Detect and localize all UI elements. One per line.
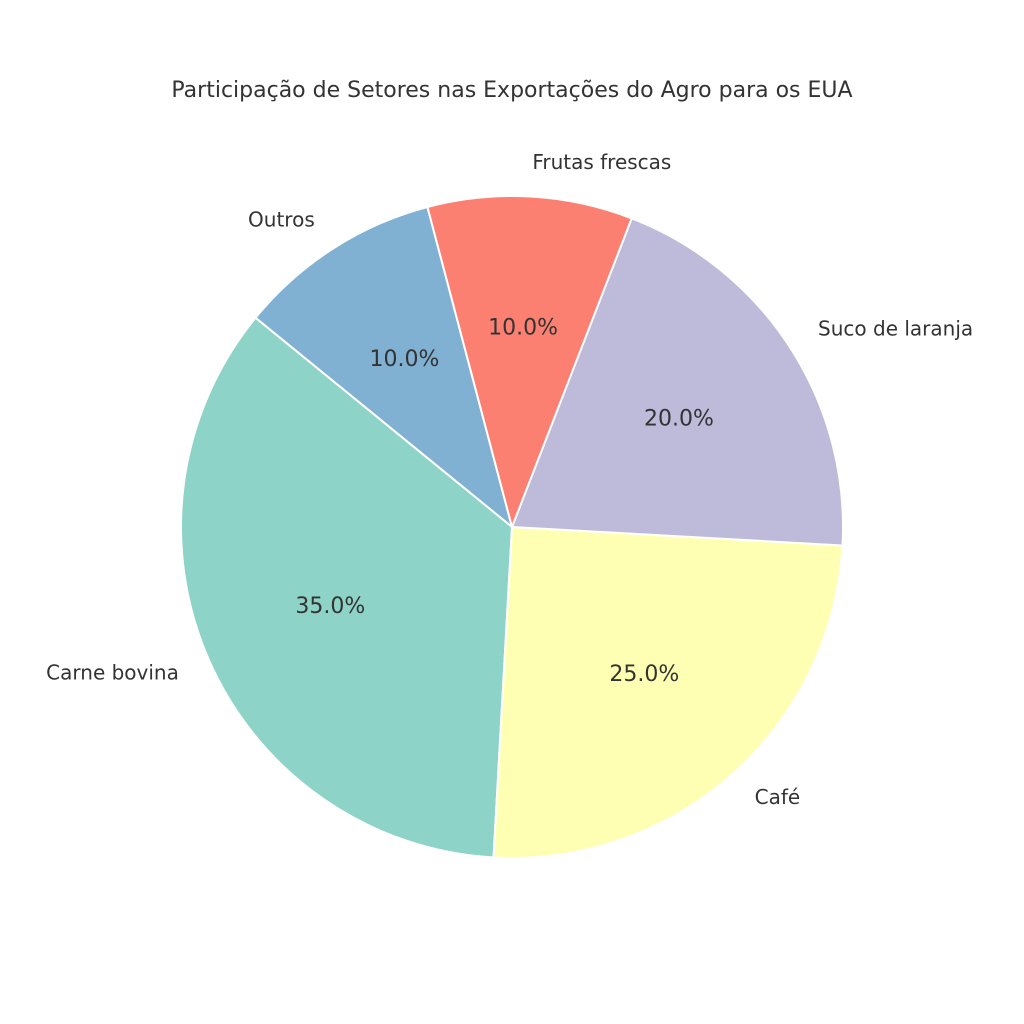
- slice-label-2: Café: [755, 785, 801, 809]
- slice-percent-4: 10.0%: [488, 316, 558, 341]
- slice-percent-3: 20.0%: [644, 406, 714, 431]
- pie-slice-3: [510, 217, 844, 547]
- slice-percent-0: 10.0%: [369, 347, 439, 372]
- slice-label-1: Carne bovina: [46, 660, 179, 684]
- pie-slice-2: [492, 525, 844, 859]
- chart-title: Participação de Setores nas Exportações …: [171, 78, 853, 103]
- pie-slice-4: [426, 195, 633, 531]
- slice-percent-2: 25.0%: [609, 662, 679, 687]
- slice-percent-1: 35.0%: [295, 594, 365, 619]
- slice-label-3: Suco de laranja: [818, 316, 973, 340]
- slice-label-4: Frutas frescas: [532, 150, 671, 174]
- pie-slice-1: [180, 316, 514, 859]
- slice-label-0: Outros: [248, 207, 315, 231]
